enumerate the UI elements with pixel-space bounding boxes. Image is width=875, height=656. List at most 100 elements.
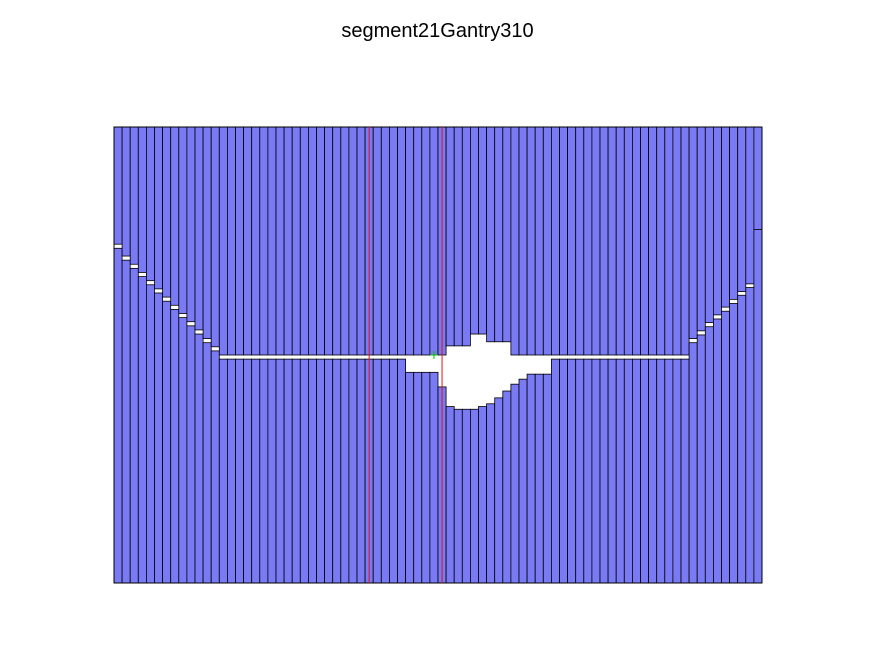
lower-leaf [704, 326, 714, 584]
upper-leaf [283, 126, 293, 356]
upper-leaf [534, 126, 544, 356]
upper-leaf [623, 126, 633, 356]
upper-leaf [275, 126, 285, 356]
lower-leaf [559, 358, 569, 584]
upper-leaf [478, 126, 488, 335]
upper-leaf [162, 126, 172, 298]
upper-leaf [551, 126, 560, 356]
upper-leaf [664, 126, 674, 356]
upper-leaf [680, 126, 690, 356]
lower-leaf [267, 358, 277, 584]
lower-leaf [251, 358, 261, 584]
upper-leaf [583, 126, 593, 356]
plot-border [113, 126, 763, 584]
upper-leaf [729, 126, 739, 300]
upper-leaf [210, 126, 220, 348]
lower-leaf [688, 342, 698, 584]
lower-leaf [680, 358, 690, 584]
lower-leaf [121, 259, 131, 584]
upper-leaf [113, 126, 123, 245]
lower-leaf [429, 371, 439, 584]
lower-leaf [526, 373, 536, 584]
lower-leaf [551, 358, 560, 584]
upper-leaf [137, 126, 147, 273]
lower-leaf [356, 358, 366, 584]
lower-leaf [186, 325, 196, 584]
lower-leaf [291, 358, 301, 584]
lower-leaf [178, 317, 188, 584]
lower-leaf [672, 358, 682, 584]
lower-leaf [542, 373, 552, 584]
lower-leaf [648, 358, 658, 584]
lower-leaf [170, 308, 180, 584]
lower-leaf [137, 276, 147, 584]
upper-leaf [267, 126, 277, 356]
lower-leaf [397, 358, 407, 584]
upper-leaf [567, 126, 577, 356]
lower-leaf [324, 358, 334, 584]
upper-leaf [388, 126, 398, 356]
upper-leaf [745, 126, 755, 285]
lower-leaf [129, 267, 139, 584]
lower-leaf [696, 334, 706, 584]
upper-leaf [413, 126, 423, 356]
lower-leaf [737, 294, 747, 584]
lower-leaf [299, 358, 309, 584]
lower-leaf [534, 373, 544, 584]
lower-leaf [623, 358, 633, 584]
upper-leaf [186, 126, 196, 323]
upper-leaf [591, 126, 601, 356]
upper-leaf [704, 126, 714, 324]
upper-leaf [632, 126, 641, 356]
lower-leaf [259, 358, 269, 584]
upper-leaf [235, 126, 245, 356]
lower-leaf [656, 358, 666, 584]
lower-leaf [478, 406, 488, 584]
upper-leaf [194, 126, 204, 331]
lower-leaf [226, 358, 236, 584]
lower-leaf [640, 358, 650, 584]
lower-leaf [469, 408, 479, 584]
upper-leaf [656, 126, 666, 356]
upper-leaf [307, 126, 317, 356]
upper-leaf [696, 126, 706, 332]
lower-leaf [218, 358, 228, 584]
lower-leaf [210, 350, 220, 584]
lower-leaf [405, 371, 415, 584]
upper-leaf [226, 126, 236, 356]
upper-leaf [429, 126, 439, 356]
upper-leaf [324, 126, 334, 356]
upper-leaf [397, 126, 407, 356]
lower-leaf [567, 358, 577, 584]
upper-leaf [486, 126, 496, 343]
lower-leaf [307, 358, 317, 584]
lower-leaf [235, 358, 245, 584]
lower-leaf [145, 284, 155, 584]
upper-leaf [599, 126, 609, 356]
upper-leaf [526, 126, 536, 356]
upper-leaf [340, 126, 350, 356]
lower-leaf [332, 358, 342, 584]
lower-leaf [388, 358, 398, 584]
lower-leaf [194, 333, 204, 584]
lower-leaf [445, 406, 455, 584]
figure-title: segment21Gantry310 [341, 20, 534, 42]
lower-leaf [664, 358, 674, 584]
upper-leaf [502, 126, 512, 343]
lower-leaf [421, 371, 431, 584]
upper-leaf [405, 126, 415, 356]
upper-leaf [494, 126, 504, 343]
lower-leaf [486, 403, 496, 584]
lower-leaf [713, 318, 722, 584]
upper-leaf [453, 126, 463, 347]
upper-leaf [737, 126, 747, 293]
lower-leaf [348, 358, 358, 584]
upper-leaf [299, 126, 309, 356]
upper-leaf [154, 126, 164, 290]
lower-leaf [518, 378, 528, 584]
upper-leaf [721, 126, 731, 308]
upper-leaf [607, 126, 617, 356]
upper-leaf [713, 126, 722, 316]
lower-leaf [461, 408, 471, 584]
